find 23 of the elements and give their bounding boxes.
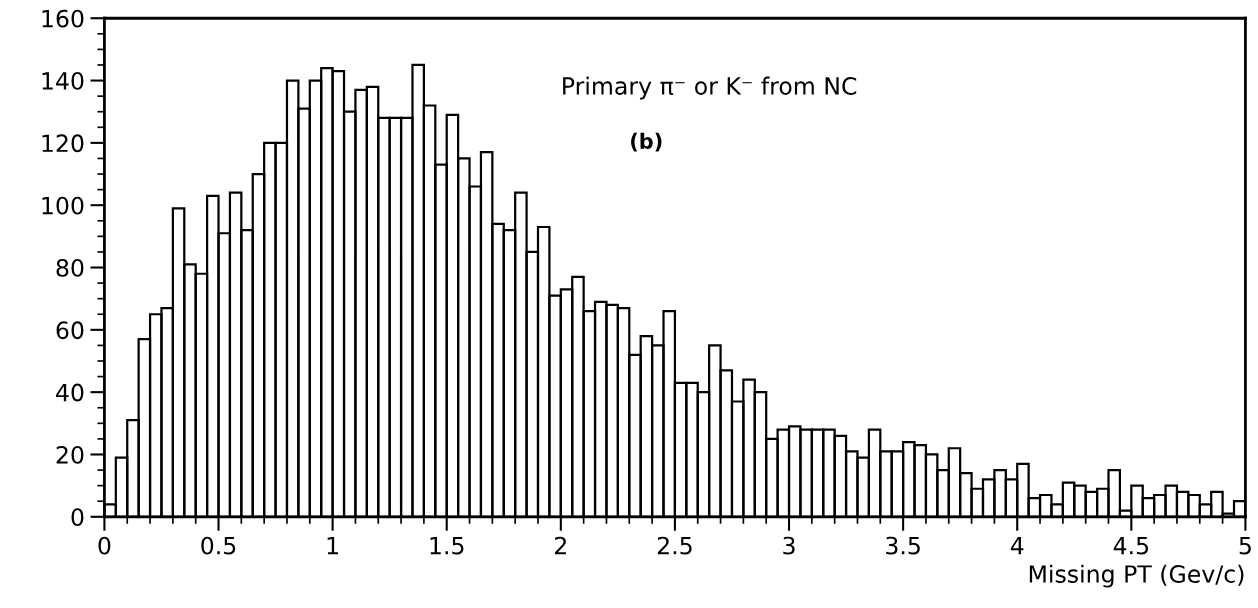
y-tick-label: 40 <box>56 383 84 402</box>
x-tick-label: 1.5 <box>430 536 464 555</box>
y-tick-label: 140 <box>42 72 84 90</box>
x-tick-label: 2.5 <box>657 536 692 555</box>
y-tick-label: 60 <box>56 321 84 340</box>
y-tick-label: 100 <box>42 196 84 215</box>
y-tick-label: 0 <box>71 508 84 527</box>
x-tick-label: 5 <box>1239 536 1251 555</box>
x-axis-title: Missing PT (Gev/c) <box>1029 564 1244 588</box>
y-tick-label: 20 <box>56 445 84 464</box>
x-tick-label: 0.5 <box>201 536 236 555</box>
x-tick-label: 4.5 <box>1113 536 1149 555</box>
annotation: Primary π⁻ or K⁻ from NC <box>563 76 857 100</box>
y-tick-label: 120 <box>42 134 84 153</box>
x-tick-label: 0 <box>98 536 111 555</box>
y-tick-label: 80 <box>56 258 84 277</box>
y-tick-label: 160 <box>42 9 84 28</box>
x-tick-label: 2 <box>555 536 566 555</box>
x-tick-label: 3 <box>783 536 795 555</box>
x-tick-label: 3.5 <box>886 536 920 555</box>
x-tick-label: 1 <box>327 536 338 555</box>
x-tick-label: 4 <box>1010 536 1024 555</box>
annotation: (b) <box>631 132 662 152</box>
